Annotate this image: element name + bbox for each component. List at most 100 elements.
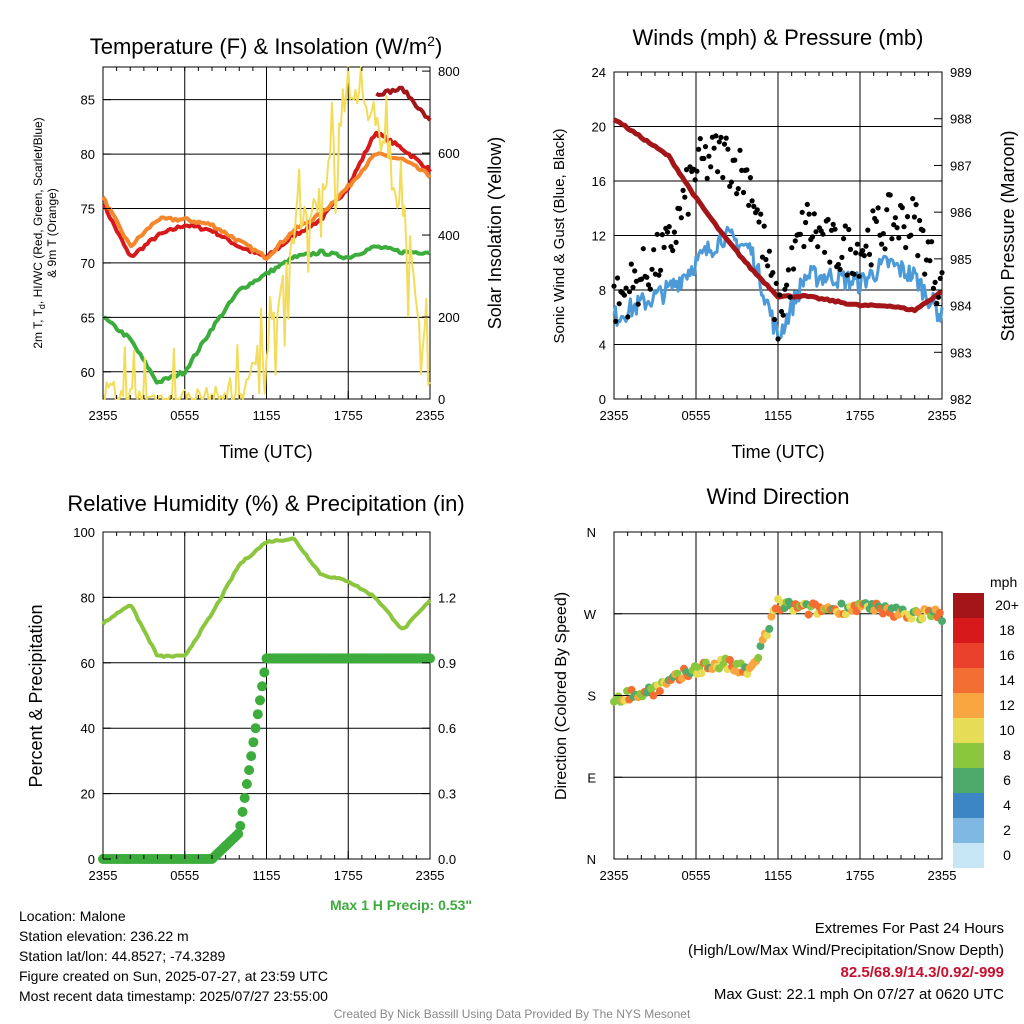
y2-tick-label: 600: [438, 146, 460, 161]
gust-point: [756, 219, 762, 225]
gust-point: [763, 256, 769, 263]
gust-point: [911, 214, 918, 220]
y2-tick-label: 0.9: [438, 656, 456, 671]
gust-point: [614, 275, 621, 281]
gust-point: [716, 139, 722, 145]
precip-point: [425, 653, 435, 664]
gust-point: [678, 215, 684, 221]
colorbar-label: 10: [999, 722, 1015, 738]
gust-point: [744, 167, 750, 173]
colorbar-swatch: [953, 793, 984, 818]
gust-point: [837, 266, 843, 272]
gust-point: [713, 133, 719, 139]
y2-tick-label: 983: [950, 345, 972, 360]
y2-tick-label: 1.2: [438, 590, 456, 605]
y-tick-label: 40: [81, 721, 95, 736]
gust-point: [654, 231, 660, 237]
precip-point: [237, 806, 248, 817]
gust-point: [910, 196, 916, 202]
gust-point: [832, 226, 838, 232]
gust-point: [749, 198, 755, 204]
y-tick-label: 60: [81, 365, 95, 380]
gust-point: [683, 167, 690, 173]
x-tick-label: 0555: [170, 868, 199, 883]
humidity-panel: Relative Humidity (%) & Precipitation (i…: [26, 491, 472, 913]
wind-series: [611, 117, 945, 342]
precip-point: [255, 695, 265, 706]
gust-point: [734, 191, 740, 197]
gust-point: [887, 192, 893, 198]
colorbar-swatch: [953, 593, 984, 618]
y-tick-label: 100: [73, 525, 95, 540]
gust-point: [939, 270, 945, 276]
gust-point: [847, 246, 854, 252]
precip-point: [233, 828, 244, 839]
temp-ylabel-left: 2m T, Td, HI/WC (Red, Green, Scarlet/Blu…: [31, 117, 47, 348]
gust-point: [751, 203, 757, 209]
gust-point: [711, 145, 717, 151]
gust-point: [630, 284, 636, 290]
gust-point: [761, 223, 767, 229]
extremes-info: Extremes For Past 24 Hours (High/Low/Max…: [688, 918, 1004, 1006]
temp-axis-ticks: 2355 0555 1155 1755 2355 60 65 70 75 80 85 0 200 400 6…: [81, 64, 460, 423]
precip-point: [250, 723, 261, 734]
colorbar-label: 0: [1003, 847, 1011, 863]
x-tick-label: 1755: [846, 868, 875, 883]
gust-point: [704, 175, 710, 181]
gust-point: [673, 239, 679, 245]
x-tick-label: 1755: [334, 408, 363, 423]
direction-point: [767, 612, 776, 621]
location-text: Location: Malone: [19, 908, 126, 924]
rh-axis-ticks: 2355 0555 1155 1755 23550204060801000.00.30.…: [73, 525, 456, 883]
y-tick-label: 80: [81, 147, 95, 162]
gust-point: [790, 266, 797, 272]
gust-point: [927, 258, 933, 264]
extremes-subtitle: (High/Low/Max Wind/Precipitation/Snow De…: [688, 942, 1004, 959]
gust-point: [851, 271, 857, 277]
gust-point: [830, 221, 836, 227]
gust-point: [680, 187, 686, 193]
gust-point: [804, 201, 810, 207]
y-tick-label: 70: [81, 256, 95, 271]
gust-point: [853, 250, 859, 256]
elevation-text: Station elevation: 236.22 m: [19, 928, 189, 944]
rh-ylabel-left: Percent & Precipitation: [26, 604, 46, 787]
gust-point: [746, 202, 752, 208]
gust-point: [844, 272, 850, 278]
gust-point: [671, 229, 678, 235]
y-tick-label: 12: [592, 229, 606, 244]
colorbar-label: 6: [1003, 772, 1011, 788]
wind-title: Winds (mph) & Pressure (mb): [633, 25, 924, 50]
colorbar-label: 18: [999, 622, 1015, 638]
gust-point: [799, 209, 805, 215]
gust-point: [875, 205, 881, 211]
y2-tick-label: 986: [950, 205, 972, 220]
precip-point: [252, 709, 263, 720]
credit-text: Created By Nick Bassill Using Data Provi…: [333, 1007, 691, 1021]
colorbar-label: 12: [999, 697, 1015, 713]
gust-point: [725, 146, 731, 152]
x-tick-label: 2355: [928, 868, 957, 883]
x-tick-label: 1155: [764, 408, 792, 423]
direction-panel: Wind Direction 2355 0555 1155 1755 2355 N E S W N…: [553, 484, 1019, 883]
gust-point: [701, 155, 707, 162]
y2-tick-label: 0.6: [438, 721, 456, 736]
direction-point: [763, 631, 772, 640]
gust-point: [621, 292, 628, 298]
y-tick-label: S: [587, 689, 596, 704]
direction-point: [754, 653, 763, 662]
gust-point: [884, 207, 890, 213]
gust-point: [801, 243, 807, 250]
gust-point: [626, 289, 633, 295]
gust-point: [628, 261, 634, 267]
gust-point: [915, 253, 921, 259]
colorbar-label: 14: [999, 672, 1015, 688]
direction-point: [780, 604, 789, 613]
gust-point: [677, 206, 683, 212]
direction-point: [913, 608, 922, 617]
gust-point: [803, 219, 809, 226]
gust-point: [856, 273, 862, 279]
gust-point: [773, 280, 779, 286]
gust-point: [661, 244, 667, 250]
gust-point: [766, 248, 773, 254]
